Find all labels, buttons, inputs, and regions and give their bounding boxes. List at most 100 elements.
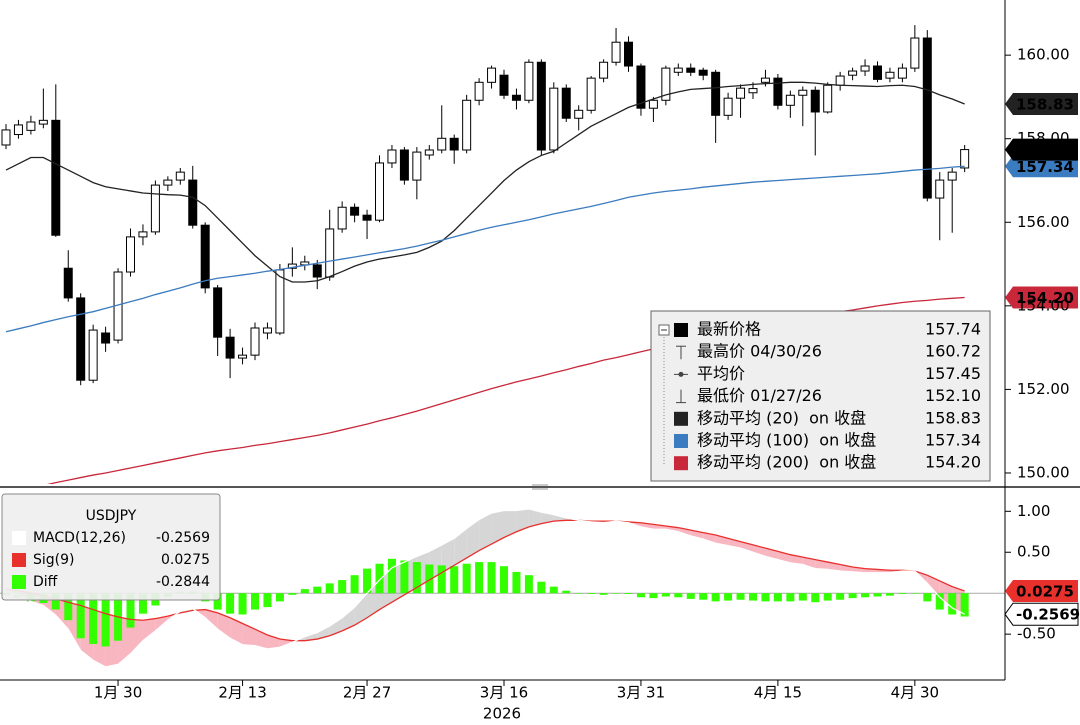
candle-body bbox=[63, 267, 73, 299]
candle-body bbox=[760, 77, 770, 83]
candle-body bbox=[325, 228, 335, 278]
diff-bar bbox=[960, 593, 969, 617]
macd-shade bbox=[927, 575, 940, 598]
diff-bar bbox=[238, 593, 247, 615]
diff-bar bbox=[898, 593, 907, 595]
diff-bar bbox=[138, 593, 147, 614]
macd-shade bbox=[130, 619, 143, 654]
legend-value: 157.74 bbox=[925, 320, 981, 339]
diff-bar bbox=[251, 593, 259, 610]
candle-body bbox=[225, 336, 235, 359]
y-tick-label: 150.00 bbox=[1017, 463, 1070, 481]
x-tick-label: 4月 15 bbox=[754, 684, 802, 702]
candle-body bbox=[350, 206, 360, 216]
legend-icon bbox=[678, 371, 684, 377]
legend-value: 152.10 bbox=[925, 386, 981, 405]
candle-body bbox=[736, 87, 746, 99]
diff-bar bbox=[300, 589, 309, 594]
diff-bar bbox=[51, 593, 60, 610]
price-plot bbox=[1, 25, 970, 484]
macd-shade bbox=[441, 538, 455, 573]
candle-body bbox=[686, 67, 696, 73]
legend-label: 最高价 04/30/26 bbox=[697, 342, 822, 361]
legend-label: Diff bbox=[33, 574, 58, 590]
diff-bar bbox=[736, 593, 745, 600]
candle-body bbox=[648, 99, 658, 109]
diff-bar bbox=[126, 593, 135, 628]
x-tick-label: 1月 30 bbox=[94, 684, 142, 702]
diff-bar bbox=[674, 593, 683, 598]
macd-shade bbox=[354, 593, 368, 626]
candle-body bbox=[698, 69, 708, 76]
legend-value: -0.2844 bbox=[156, 574, 210, 590]
diff-bar bbox=[923, 593, 932, 602]
y-tick-label: 154.00 bbox=[1017, 296, 1070, 314]
legend-label: MACD(12,26) bbox=[33, 530, 126, 546]
diff-bar bbox=[599, 593, 608, 595]
diff-bar bbox=[425, 564, 434, 594]
macd-shade bbox=[504, 510, 517, 538]
diff-bar bbox=[873, 593, 882, 597]
diff-bar bbox=[338, 580, 347, 594]
candle-body bbox=[126, 236, 135, 273]
diff-bar bbox=[624, 593, 633, 595]
macd-shade bbox=[528, 508, 542, 527]
macd-shade bbox=[230, 617, 243, 645]
diff-bar bbox=[89, 593, 98, 644]
candle-body bbox=[611, 41, 621, 63]
macd-shade bbox=[142, 618, 156, 641]
macd-shade bbox=[342, 607, 355, 631]
macd-shade bbox=[479, 512, 492, 551]
ma-line bbox=[5, 165, 965, 333]
candle-body bbox=[773, 77, 783, 106]
macd-shade bbox=[466, 519, 480, 558]
macd-plot bbox=[0, 508, 1005, 668]
y-tick-label: 160.00 bbox=[1017, 46, 1070, 64]
diff-bar bbox=[811, 593, 820, 603]
legend-label: 移动平均 (200) on 收盘 bbox=[697, 453, 876, 472]
candle-body bbox=[549, 87, 559, 151]
diff-bar bbox=[500, 566, 508, 594]
candle-body bbox=[860, 65, 870, 72]
diff-bar bbox=[686, 593, 695, 599]
candle-body bbox=[238, 354, 248, 359]
diff-bar bbox=[64, 593, 73, 621]
diff-bar bbox=[549, 586, 558, 594]
diff-bar bbox=[861, 593, 870, 598]
legend-marker bbox=[674, 434, 688, 448]
diff-bar bbox=[786, 593, 795, 602]
diff-bar bbox=[661, 593, 670, 597]
candle-body bbox=[312, 264, 322, 278]
candle-body bbox=[661, 67, 671, 101]
legend-value: 158.83 bbox=[925, 408, 981, 427]
price-tag bbox=[1005, 579, 1078, 602]
diff-bar bbox=[213, 593, 222, 610]
legend-label: 移动平均 (100) on 收盘 bbox=[697, 431, 876, 450]
candle-body bbox=[823, 84, 833, 113]
price-tag-label: 157.34 bbox=[1016, 158, 1074, 176]
candle-body bbox=[437, 137, 447, 151]
x-tick-label: 2月 13 bbox=[218, 684, 266, 702]
diff-bar bbox=[437, 565, 446, 594]
overlay: 最新价格 157.74 最高价 04/30/26 160.72 平均价 157.45 最低价… bbox=[1, 93, 1080, 626]
legend-value: 0.0275 bbox=[161, 552, 210, 568]
diff-bar bbox=[226, 593, 235, 614]
candle-body bbox=[798, 89, 808, 96]
diff-bar bbox=[450, 566, 459, 594]
macd-shade bbox=[304, 632, 318, 641]
candle-body bbox=[38, 119, 48, 125]
candle-body bbox=[487, 67, 497, 83]
candle-body bbox=[1, 129, 11, 146]
price-tag bbox=[1004, 602, 1079, 626]
diff-bar bbox=[537, 581, 546, 594]
macd-shade bbox=[205, 609, 218, 630]
diff-bar bbox=[288, 593, 297, 595]
diff-bar bbox=[462, 563, 471, 594]
price-tag-label: -0.2569 bbox=[1016, 606, 1080, 624]
candle-body bbox=[387, 149, 397, 164]
legend-label: 移动平均 (20) on 收盘 bbox=[697, 408, 866, 427]
diff-bar bbox=[313, 586, 322, 594]
candle-body bbox=[873, 65, 882, 80]
price-tag bbox=[1005, 138, 1078, 161]
candle-body bbox=[574, 109, 584, 119]
